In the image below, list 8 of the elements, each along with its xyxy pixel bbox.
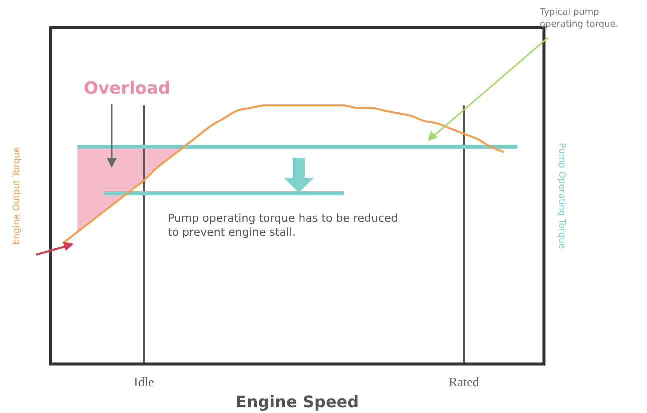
text: Overload [84, 78, 172, 100]
x-tick-label: Rated [449, 374, 480, 390]
y-axis-title: Engine Output Torque [12, 146, 23, 246]
y2-axis-title: Pump Operating Torque [556, 143, 566, 250]
text: Typical pump operating torque. [540, 8, 620, 32]
annotation: Pump operating torque has to be reduced to prevent engine stall. [168, 212, 400, 241]
x-tick-label: Idle [134, 374, 154, 390]
x-axis-title: Engine Speed [236, 392, 360, 412]
